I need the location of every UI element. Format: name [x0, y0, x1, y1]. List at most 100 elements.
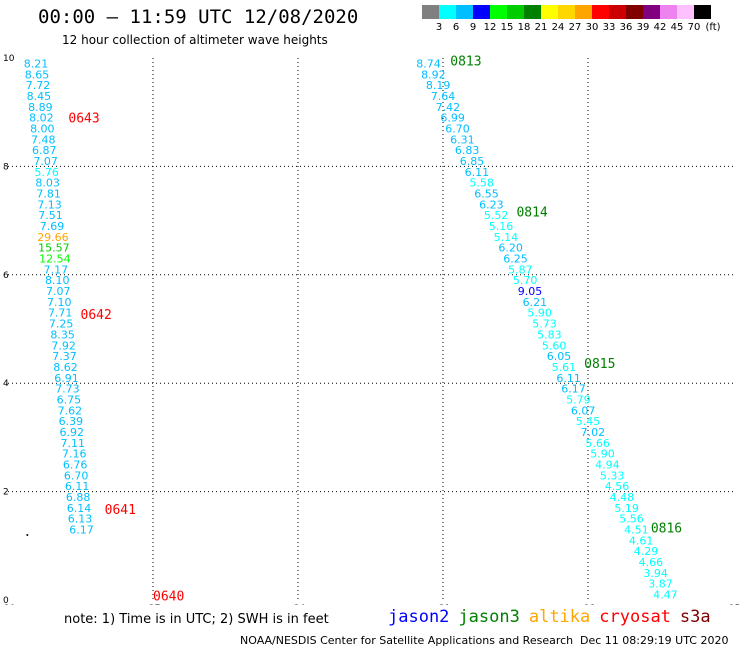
wave-height-value: 6.92 — [60, 426, 85, 439]
wave-height-value: 6.07 — [571, 404, 596, 417]
color-scale-tick-label: 39 — [636, 22, 650, 33]
wave-height-value: 7.69 — [40, 220, 65, 233]
color-swatch — [660, 5, 677, 19]
wave-height-value: 5.79 — [566, 393, 591, 406]
x-axis-tick-label: -27 — [146, 604, 161, 605]
wave-height-value: 6.39 — [59, 415, 84, 428]
satellite-legend: jason2 jason3 altika cryosat s3a — [388, 607, 720, 627]
pass-time-label: 0641 — [105, 503, 136, 518]
wave-height-value: 7.07 — [33, 155, 58, 168]
wave-height-value: 7.62 — [58, 404, 83, 417]
wave-height-value: 5.66 — [585, 437, 610, 450]
wave-height-value: 12.54 — [39, 253, 71, 266]
wave-height-value: 7.42 — [436, 101, 461, 114]
pass-time-label: 0643 — [68, 112, 99, 127]
wave-height-value: 7.92 — [51, 339, 76, 352]
color-swatch — [473, 5, 490, 19]
legend-item-s3a: s3a — [679, 607, 711, 627]
legend-item-altika: altika — [528, 607, 591, 627]
wave-height-value: 7.64 — [431, 90, 456, 103]
color-swatch — [609, 5, 626, 19]
color-scale-tick-label: 12 — [483, 22, 497, 33]
color-scale-tick-label: 70 — [687, 22, 701, 33]
wave-height-value: 4.47 — [653, 589, 678, 602]
wave-height-value: 6.20 — [498, 242, 523, 255]
wave-height-map: -30 -27 -24 -21 -18 -15 0 2 4 6 8 10 8.218.657.728.4… — [1, 54, 740, 605]
wave-height-value: 4.51 — [624, 524, 649, 537]
wave-height-value: 5.45 — [576, 415, 601, 428]
wave-height-value: 6.87 — [32, 144, 57, 157]
point-marker — [26, 533, 29, 536]
wave-height-value: 6.21 — [523, 296, 548, 309]
y-axis-tick-label: 4 — [3, 379, 9, 389]
wave-height-value: 5.16 — [489, 220, 514, 233]
x-axis-tick-label: -24 — [291, 604, 306, 605]
wave-height-value: 6.17 — [561, 383, 586, 396]
wave-height-value: 7.17 — [44, 263, 69, 276]
color-swatch — [626, 5, 643, 19]
y-axis-tick-label: 8 — [3, 162, 9, 172]
color-scale-tick-label: 21 — [534, 22, 548, 33]
color-swatch — [694, 5, 711, 19]
color-scale-tick-label: 9 — [469, 22, 477, 33]
wave-height-value: 6.88 — [66, 491, 91, 504]
pass-time-label: 0814 — [516, 205, 547, 220]
wave-height-value: 4.48 — [610, 491, 635, 504]
color-scale-tick-label: 33 — [602, 22, 616, 33]
wave-height-value: 8.10 — [45, 274, 70, 287]
legend-item-jason2: jason2 — [388, 607, 450, 627]
wave-height-value: 6.13 — [68, 513, 93, 526]
wave-height-value: 5.33 — [600, 469, 625, 482]
wave-height-value: 5.76 — [34, 166, 59, 179]
wave-height-value: 7.71 — [48, 307, 73, 320]
wave-height-value: 8.89 — [28, 101, 53, 114]
pass-time-label: 0813 — [450, 54, 481, 69]
wave-height-value: 5.19 — [614, 502, 639, 515]
page-title: 00:00 – 11:59 UTC 12/08/2020 — [38, 6, 359, 28]
x-axis-tick-label: -30 — [1, 604, 16, 605]
color-swatch — [558, 5, 575, 19]
wave-height-value: 8.35 — [50, 328, 75, 341]
wave-height-value: 6.05 — [547, 350, 572, 363]
color-swatch — [541, 5, 558, 19]
wave-height-value: 6.76 — [63, 459, 88, 472]
units-note: note: 1) Time is in UTC; 2) SWH is in fe… — [64, 612, 329, 627]
wave-height-value: 4.29 — [634, 545, 659, 558]
wave-height-value: 29.66 — [37, 231, 69, 244]
wave-height-value: 8.74 — [416, 57, 441, 70]
color-scale-tick-label: 6 — [452, 22, 460, 33]
color-scale-tick-label: 36 — [619, 22, 633, 33]
wave-height-value: 7.51 — [38, 209, 63, 222]
wave-height-value: 15.57 — [38, 242, 70, 255]
color-swatch — [507, 5, 524, 19]
wave-height-value: 6.99 — [440, 112, 465, 125]
pass-time-label: 0816 — [651, 521, 682, 536]
wave-height-value: 7.16 — [62, 448, 87, 461]
wave-height-value: 7.10 — [47, 296, 72, 309]
wave-height-value: 4.66 — [639, 556, 664, 569]
wave-height-value: 5.90 — [590, 448, 615, 461]
wave-height-value: 6.11 — [465, 166, 490, 179]
color-scale-tick-label: 24 — [551, 22, 565, 33]
color-scale-tick-label: 42 — [653, 22, 667, 33]
wave-height-value: 7.25 — [49, 318, 74, 331]
wave-height-value: 4.56 — [605, 480, 630, 493]
wave-height-value: 8.45 — [27, 90, 52, 103]
wave-height-value: 5.60 — [542, 339, 567, 352]
wave-height-value: 7.11 — [61, 437, 86, 450]
wave-height-value: 6.55 — [474, 188, 499, 201]
color-swatch — [422, 5, 439, 19]
color-swatch — [677, 5, 694, 19]
wave-height-value: 5.52 — [484, 209, 509, 222]
wave-height-value: 6.25 — [503, 253, 528, 266]
page-subtitle: 12 hour collection of altimeter wave hei… — [62, 33, 328, 47]
color-scale-tick-label: 30 — [585, 22, 599, 33]
color-swatch — [592, 5, 609, 19]
wave-height-value: 5.70 — [513, 274, 538, 287]
wave-height-value: 3.94 — [643, 567, 668, 580]
wave-height-value: 8.21 — [24, 57, 49, 70]
wave-height-value: 6.11 — [65, 480, 90, 493]
wave-height-value: 7.13 — [37, 198, 62, 211]
wave-height-value: 4.61 — [629, 534, 654, 547]
color-scale-tick-label: 27 — [568, 22, 582, 33]
